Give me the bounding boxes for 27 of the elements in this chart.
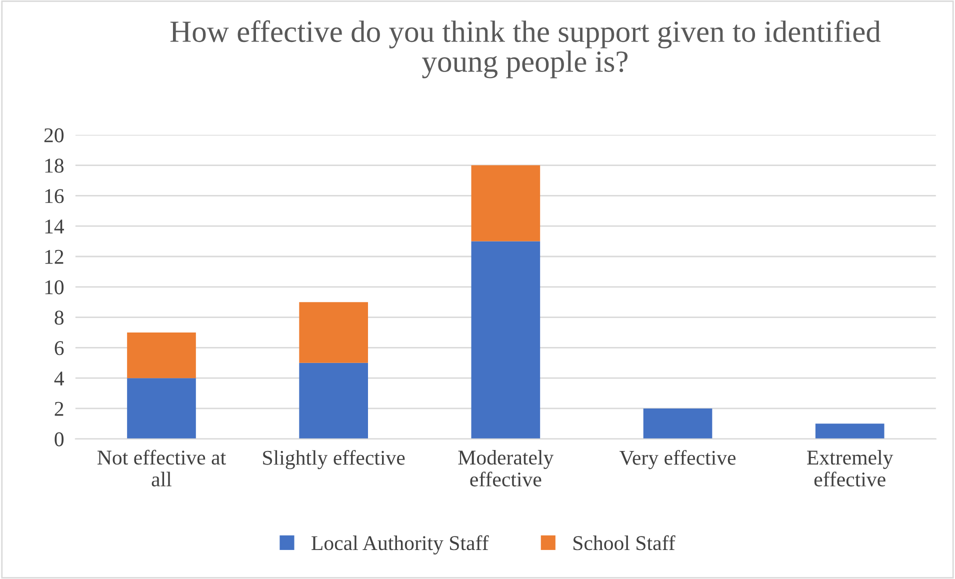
chart-title: How effective do you think the support given to identified young people is? [170, 20, 881, 78]
bar [471, 165, 540, 242]
y-tick-label: 6 [54, 341, 64, 356]
y-tick-label: 12 [45, 250, 64, 264]
x-tick-label: Not effective at all [97, 450, 226, 486]
y-tick-label: 20 [44, 128, 64, 142]
y-tick-label: 4 [54, 372, 64, 386]
bar [299, 302, 368, 363]
legend-label: School Staff [574, 535, 676, 550]
bar [815, 424, 884, 439]
bar [471, 241, 540, 439]
x-tick-label: Slightly effective [263, 450, 405, 470]
bar [127, 378, 196, 439]
y-tick-label: 8 [54, 310, 64, 325]
y-tick-label: 18 [45, 158, 64, 173]
y-tick-label: 14 [45, 220, 64, 234]
bar [299, 362, 368, 439]
y-tick-label: 2 [54, 402, 64, 416]
y-tick-label: 10 [45, 280, 64, 294]
y-tick-label: 0 [54, 432, 64, 446]
bar [127, 332, 196, 378]
bar [643, 408, 712, 439]
x-tick-label: Very effective [619, 450, 736, 470]
legend-label: Local Authority Staff [312, 535, 489, 554]
y-tick-label: 16 [45, 189, 64, 204]
x-tick-label: Moderately effective [458, 450, 554, 486]
x-tick-label: Extremely effective [807, 450, 894, 486]
